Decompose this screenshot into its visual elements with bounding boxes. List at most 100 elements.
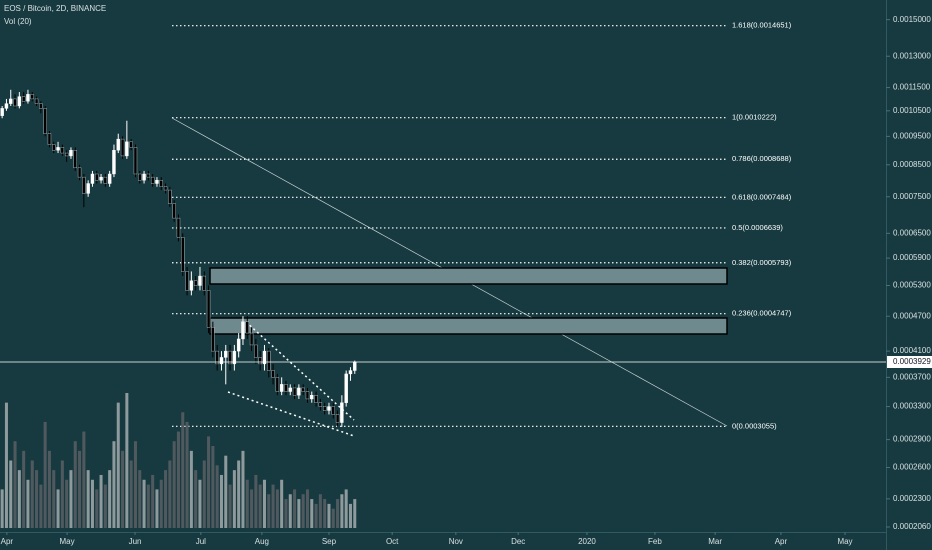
volume-bar — [65, 479, 69, 528]
volume-bar — [250, 489, 254, 528]
volume-bar — [17, 470, 21, 528]
candle-body — [275, 377, 280, 392]
x-tick-label: Nov — [449, 537, 463, 546]
volume-bar — [47, 450, 51, 528]
y-tick-label: 0.0010500 — [893, 106, 931, 115]
candle-body — [150, 176, 155, 184]
candle-body — [69, 149, 73, 157]
volume-bar — [344, 489, 348, 528]
candle-body — [322, 406, 327, 411]
candle-body — [202, 275, 206, 291]
volume-bar — [297, 499, 301, 528]
x-tick-label: Apr — [1, 537, 14, 546]
volume-bar — [52, 470, 56, 528]
volume-bar — [168, 460, 172, 528]
candle-body — [297, 387, 301, 396]
candle-body — [292, 387, 297, 396]
candle-body — [168, 189, 172, 204]
candle-body — [314, 395, 318, 403]
fib-label: 0.786(0.0008688) — [732, 154, 792, 163]
volume-bar — [9, 460, 13, 528]
candle-body — [327, 406, 331, 411]
candle-body — [236, 338, 241, 352]
y-tick-label: 0.0004700 — [893, 311, 931, 320]
candle-body — [34, 98, 39, 104]
volume-bar — [103, 484, 107, 528]
volume-bar — [301, 494, 305, 528]
volume-bar — [172, 441, 176, 528]
candle-body — [249, 332, 254, 346]
candle-body — [82, 176, 86, 194]
candle-body — [258, 357, 262, 365]
y-tick-label: 0.0008500 — [893, 160, 931, 169]
volume-bar — [73, 441, 77, 528]
candle-body — [288, 387, 292, 392]
candle-body — [340, 402, 344, 423]
candle-body — [64, 152, 69, 157]
volume-bar — [262, 479, 266, 528]
last-price-box — [887, 355, 932, 368]
candle-body — [198, 275, 202, 286]
candle-body — [185, 271, 189, 291]
volume-bar — [181, 412, 185, 528]
candle-body — [310, 395, 314, 400]
resistance-zone — [209, 267, 728, 285]
volume-bar — [13, 441, 17, 528]
candle-body — [172, 203, 176, 219]
x-tick-label: Jun — [129, 537, 142, 546]
x-tick-label: Dec — [511, 537, 525, 546]
volume-bar — [95, 489, 99, 528]
candle-body — [206, 290, 211, 328]
volume-bar — [116, 402, 120, 528]
volume-bar — [125, 393, 129, 528]
volume-bar — [314, 503, 318, 528]
candle-body — [95, 173, 99, 181]
candle-body — [271, 370, 275, 378]
candle-body — [125, 141, 129, 157]
candle-body — [86, 183, 90, 194]
y-tick-label: 0.0011500 — [893, 83, 931, 92]
x-tick-label: May — [60, 537, 75, 546]
volume-bar — [245, 479, 249, 528]
volume-bar — [90, 479, 94, 528]
volume-bar — [142, 479, 146, 528]
x-tick-label: Mar — [708, 537, 722, 546]
volume-bar — [331, 508, 335, 528]
candle-body — [146, 173, 151, 178]
candle-body — [353, 361, 357, 371]
candle-body — [0, 108, 4, 116]
volume-bar — [280, 479, 284, 528]
volume-bar — [43, 421, 47, 528]
volume-bar — [164, 470, 168, 528]
volume-bar — [108, 470, 112, 528]
candle-body — [26, 94, 30, 102]
fib-label: 0.236(0.0004747) — [732, 309, 792, 318]
x-tick-label: 2020 — [578, 537, 596, 546]
candle-body — [228, 350, 232, 365]
y-tick-label: 0.0003300 — [893, 402, 931, 411]
volume-bar — [82, 431, 86, 528]
volume-bar — [241, 450, 245, 528]
volume-bar — [275, 489, 279, 528]
volume-bar — [336, 499, 340, 528]
resistance-zone — [209, 317, 728, 335]
candle-body — [133, 147, 138, 175]
volume-bar — [288, 494, 292, 528]
volume-bar — [310, 499, 314, 528]
y-tick-label: 0.0002600 — [893, 463, 931, 472]
candle-body — [99, 176, 103, 181]
y-tick-label: 0.0002060 — [893, 522, 931, 531]
volume-bar — [69, 470, 73, 528]
y-tick-label: 0.0002900 — [893, 435, 931, 444]
volume-bar — [232, 470, 236, 528]
volume-bar — [237, 460, 241, 528]
volume-bar — [353, 499, 357, 528]
last-price-label: 0.0003929 — [893, 357, 931, 366]
volume-bar — [4, 402, 8, 528]
y-tick-label: 0.0002300 — [893, 494, 931, 503]
fib-label: 0.618(0.0007484) — [732, 192, 792, 201]
volume-bar — [56, 489, 60, 528]
chart-title: EOS / Bitcoin, 2D, BINANCE — [4, 4, 106, 13]
volume-bar — [194, 470, 198, 528]
candle-body — [189, 280, 194, 291]
